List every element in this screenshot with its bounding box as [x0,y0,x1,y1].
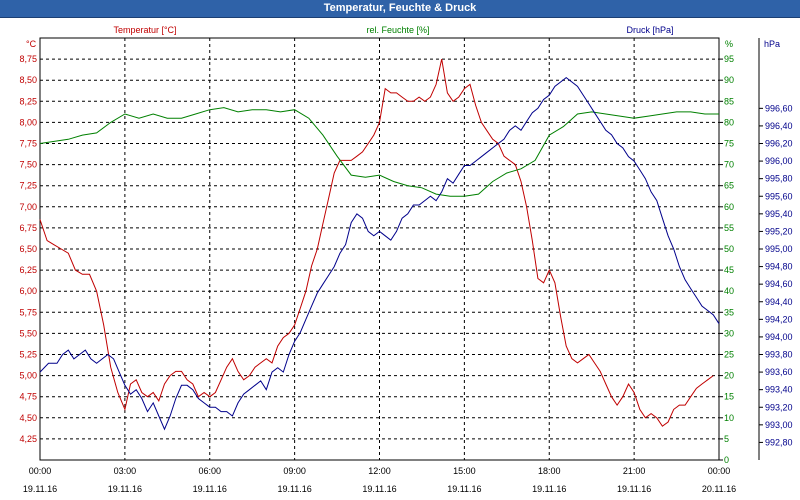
humidity-tick-label: 50 [724,244,734,254]
humidity-tick-label: 90 [724,75,734,85]
pressure-tick-label: 993,80 [765,350,793,360]
temperature-tick-label: 7,50 [19,160,37,170]
humidity-tick-label: 35 [724,307,734,317]
temperature-series-line [39,58,714,427]
temperature-tick-label: 5,50 [19,328,37,338]
x-tick-date: 19.11.16 [447,484,481,494]
x-tick-date: 19.11.16 [617,484,651,494]
temperature-tick-label: 6,75 [19,223,37,233]
temperature-axis-title: Temperatur [°C] [113,25,176,35]
pressure-tick-label: 996,00 [765,156,793,166]
temperature-tick-label: 5,00 [19,371,37,381]
humidity-tick-label: 85 [724,96,734,106]
pressure-tick-label: 996,20 [765,139,793,149]
pressure-unit-label: hPa [764,39,780,49]
x-tick-time: 09:00 [283,466,306,476]
humidity-tick-label: 60 [724,202,734,212]
humidity-tick-label: 40 [724,286,734,296]
temperature-tick-label: 8,00 [19,117,37,127]
humidity-tick-label: 30 [724,328,734,338]
x-tick-date: 20.11.16 [702,484,736,494]
x-tick-date: 19.11.16 [532,484,566,494]
pressure-tick-label: 993,60 [765,367,793,377]
axis-labels: °C Temperatur [°C] rel. Feuchte [%] Druc… [19,25,792,494]
chart-title: Temperatur, Feuchte & Druck [0,0,800,18]
temperature-tick-label: 8,50 [19,75,37,85]
x-tick-date: 19.11.16 [23,484,57,494]
humidity-tick-label: 65 [724,181,734,191]
humidity-tick-label: 80 [724,117,734,127]
temperature-tick-label: 8,75 [19,54,37,64]
pressure-tick-label: 996,60 [765,103,793,113]
x-tick-time: 12:00 [368,466,391,476]
humidity-series-line [39,107,719,197]
temperature-tick-label: 4,25 [19,434,37,444]
temperature-tick-label: 7,25 [19,181,37,191]
pressure-tick-label: 995,20 [765,226,793,236]
pressure-tick-label: 995,40 [765,209,793,219]
pressure-series-line [39,76,720,431]
temperature-tick-label: 5,75 [19,307,37,317]
pressure-tick-label: 993,20 [765,402,793,412]
x-tick-date: 19.11.16 [277,484,311,494]
pressure-tick-label: 995,00 [765,244,793,254]
grid-lines [40,38,719,460]
humidity-tick-label: 5 [724,434,729,444]
temperature-unit-label: °C [26,39,37,49]
humidity-tick-label: 45 [724,265,734,275]
x-tick-time: 00:00 [708,466,731,476]
pressure-tick-label: 995,80 [765,174,793,184]
humidity-tick-label: 10 [724,413,734,423]
temperature-tick-label: 6,50 [19,244,37,254]
x-tick-time: 18:00 [538,466,561,476]
temperature-tick-label: 6,25 [19,265,37,275]
temperature-tick-label: 4,50 [19,413,37,423]
x-tick-date: 19.11.16 [362,484,396,494]
humidity-tick-label: 20 [724,371,734,381]
pressure-tick-label: 994,20 [765,314,793,324]
humidity-tick-label: 55 [724,223,734,233]
humidity-tick-label: 70 [724,160,734,170]
humidity-tick-label: 75 [724,139,734,149]
temperature-tick-label: 5,25 [19,350,37,360]
humidity-tick-label: 0 [724,455,729,465]
x-tick-time: 03:00 [114,466,137,476]
x-tick-time: 15:00 [453,466,476,476]
temperature-tick-label: 6,00 [19,286,37,296]
humidity-tick-label: 15 [724,392,734,402]
pressure-tick-label: 993,40 [765,385,793,395]
pressure-tick-label: 994,00 [765,332,793,342]
pressure-tick-label: 995,60 [765,191,793,201]
temperature-tick-label: 7,75 [19,139,37,149]
pressure-tick-label: 992,80 [765,437,793,447]
x-tick-date: 19.11.16 [193,484,227,494]
humidity-axis-title: rel. Feuchte [%] [366,25,429,35]
x-tick-time: 06:00 [198,466,221,476]
pressure-tick-label: 994,40 [765,297,793,307]
x-tick-date: 19.11.16 [108,484,142,494]
pressure-tick-label: 993,00 [765,420,793,430]
humidity-tick-label: 95 [724,54,734,64]
pressure-axis-title: Druck [hPa] [626,25,673,35]
temperature-tick-label: 7,00 [19,202,37,212]
x-tick-time: 00:00 [29,466,52,476]
series-lines [39,58,720,431]
humidity-tick-label: 25 [724,350,734,360]
x-tick-time: 21:00 [623,466,646,476]
humidity-unit-label: % [725,39,733,49]
temperature-tick-label: 8,25 [19,96,37,106]
pressure-tick-label: 994,80 [765,262,793,272]
pressure-tick-label: 994,60 [765,279,793,289]
temperature-tick-label: 4,75 [19,392,37,402]
pressure-tick-label: 996,40 [765,121,793,131]
